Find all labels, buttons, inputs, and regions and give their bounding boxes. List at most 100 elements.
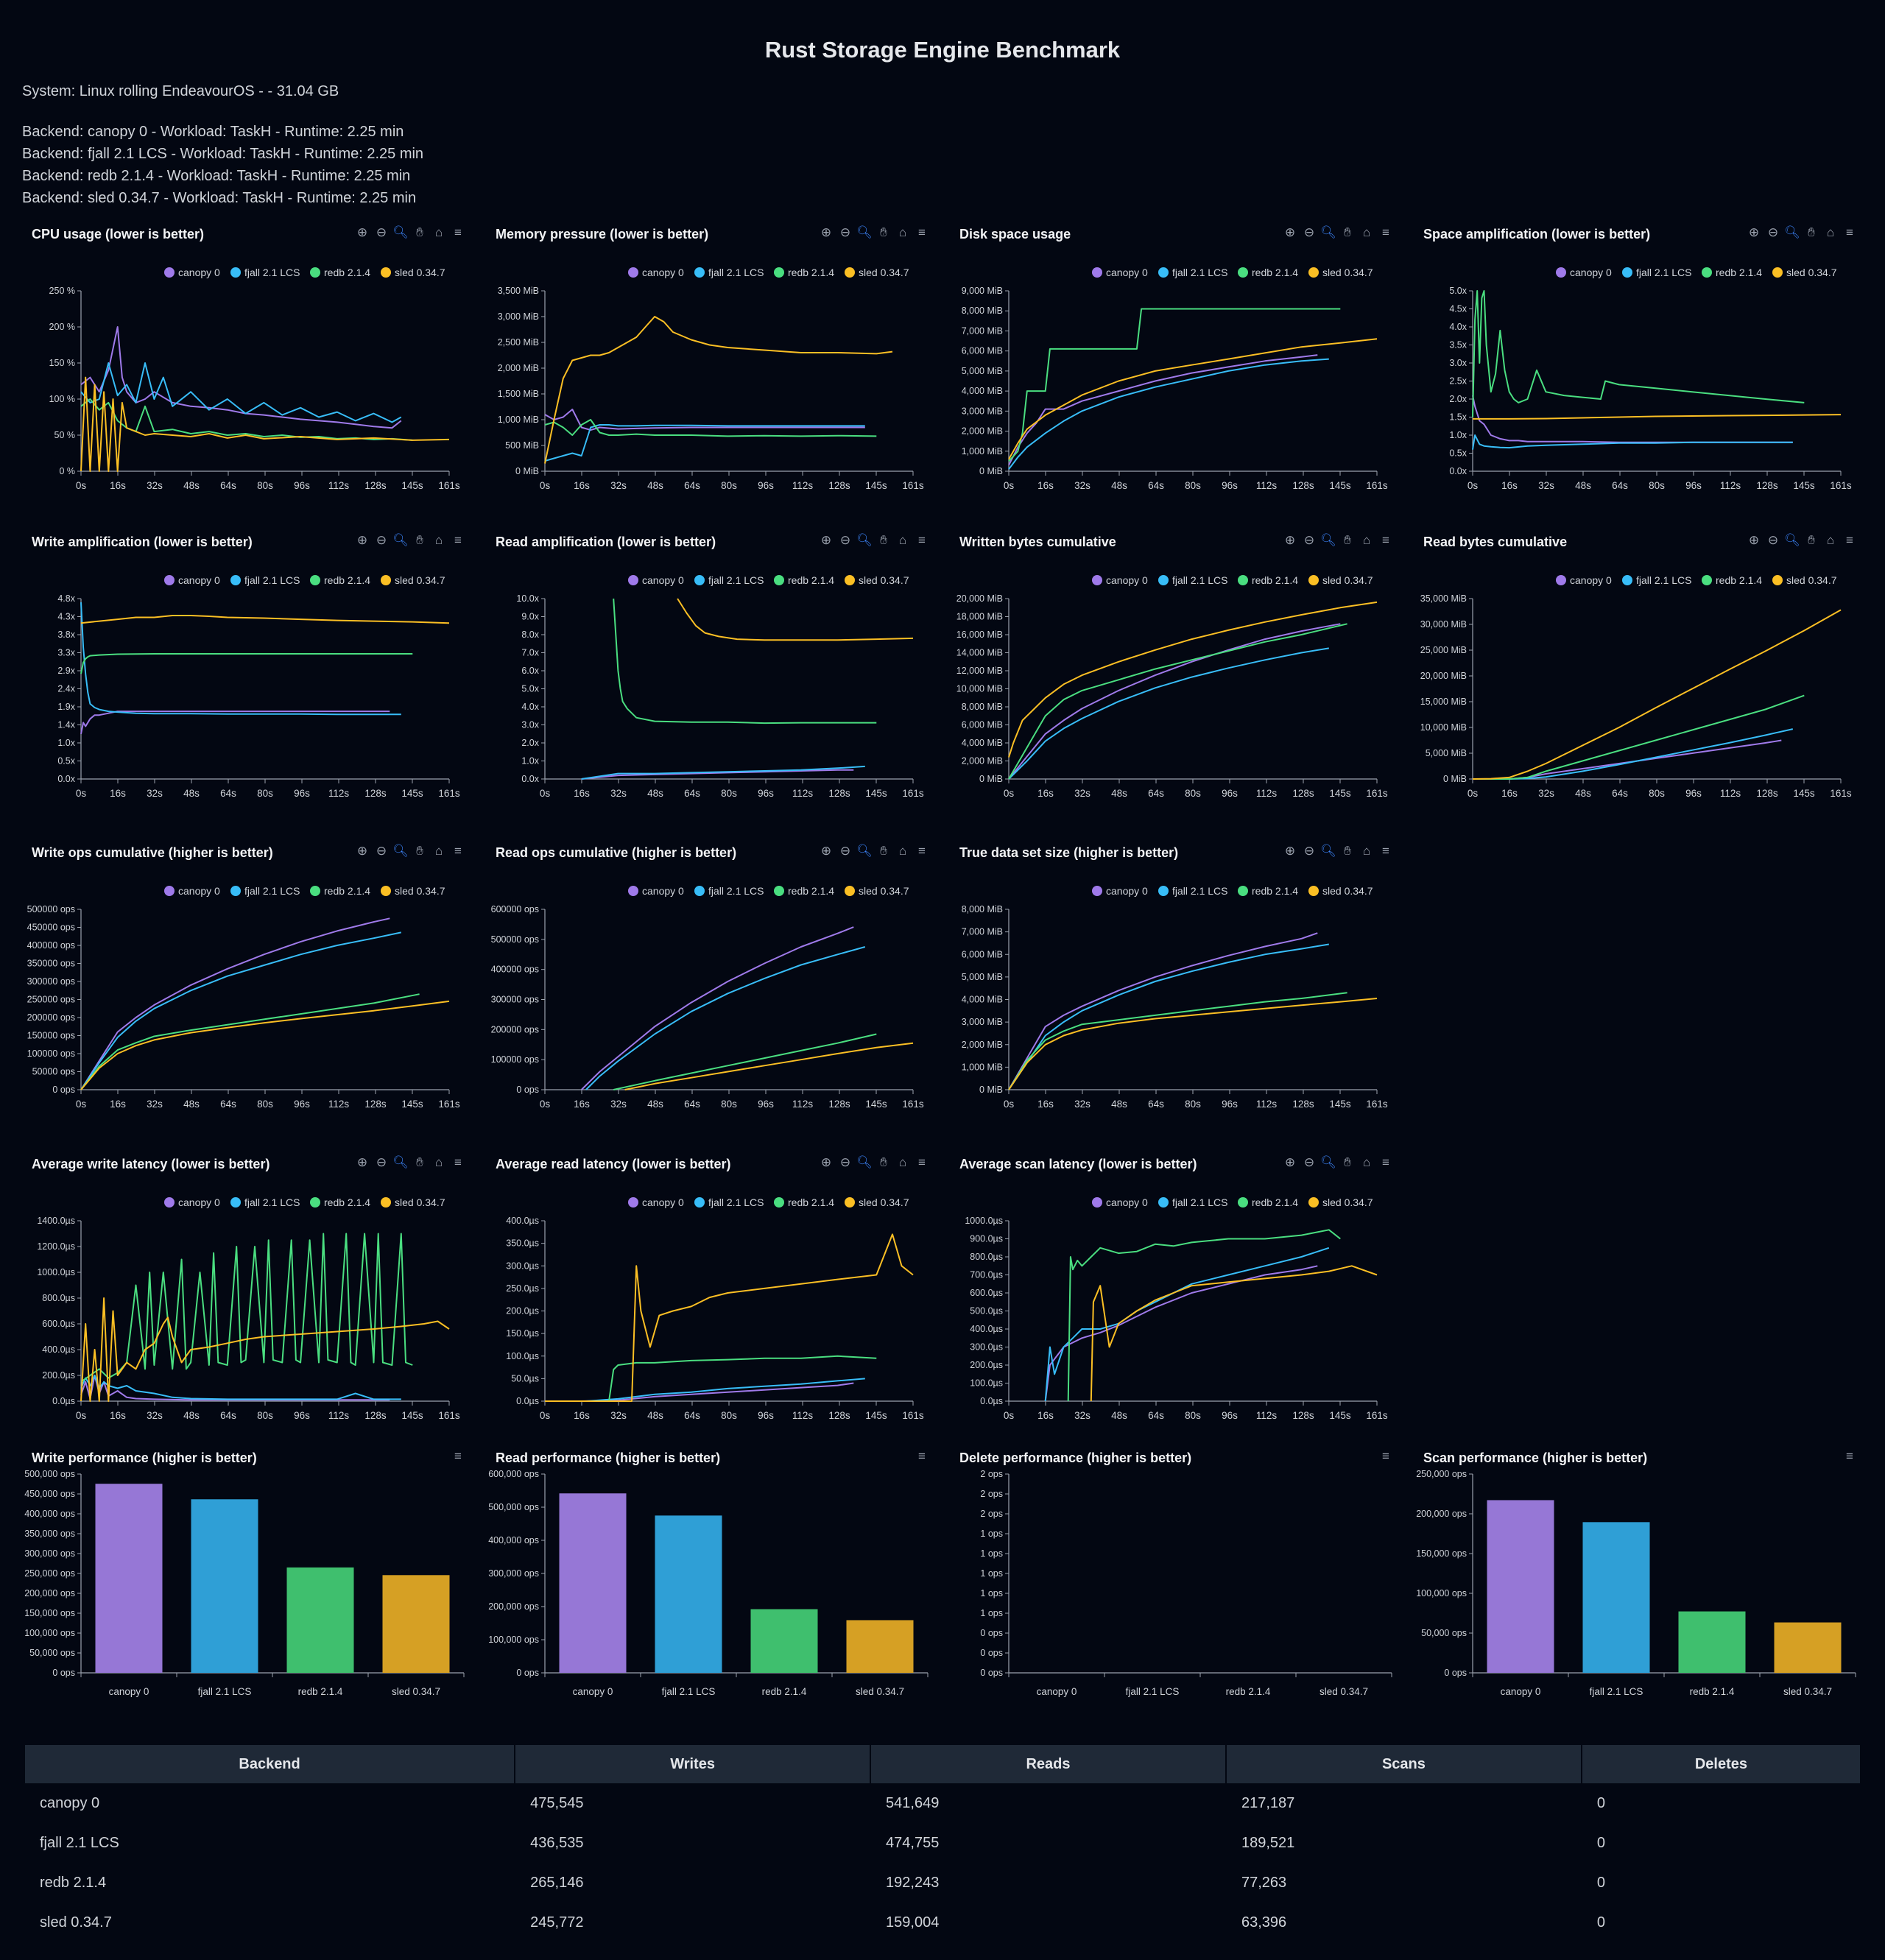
- series-line-sled-0-34-7[interactable]: [1008, 998, 1378, 1090]
- legend-item-fjall-2-1-lcs[interactable]: fjall 2.1 LCS: [1636, 267, 1691, 278]
- zoom-out-icon[interactable]: ⊖: [839, 225, 851, 239]
- zoom-in-icon[interactable]: ⊕: [1284, 225, 1296, 239]
- home-icon[interactable]: ⌂: [434, 533, 443, 547]
- column-header-reads[interactable]: Reads: [871, 1745, 1225, 1783]
- legend-item-sled-0-34-7[interactable]: sled 0.34.7: [1322, 267, 1373, 278]
- home-icon[interactable]: ⌂: [898, 844, 907, 858]
- legend-item-sled-0-34-7[interactable]: sled 0.34.7: [1322, 574, 1373, 586]
- series-line-sled-0-34-7[interactable]: [624, 1042, 914, 1090]
- legend-item-fjall-2-1-lcs[interactable]: fjall 2.1 LCS: [708, 574, 764, 586]
- legend-item-redb-2-1-4[interactable]: redb 2.1.4: [788, 267, 834, 278]
- zoom-in-icon[interactable]: ⊕: [1284, 533, 1296, 547]
- legend-item-fjall-2-1-lcs[interactable]: fjall 2.1 LCS: [244, 885, 300, 897]
- home-icon[interactable]: ⌂: [1362, 225, 1371, 239]
- legend-item-canopy-0[interactable]: canopy 0: [1106, 574, 1148, 586]
- zoom-select-icon[interactable]: 🔍︎: [1320, 1155, 1336, 1169]
- bar-canopy-0[interactable]: [95, 1484, 163, 1673]
- series-line-sled-0-34-7[interactable]: [545, 1233, 914, 1402]
- series-line-fjall-2-1-lcs[interactable]: [545, 1378, 865, 1402]
- menu-icon[interactable]: ≡: [918, 1155, 926, 1169]
- series-line-fjall-2-1-lcs[interactable]: [1008, 358, 1329, 470]
- legend-item-sled-0-34-7[interactable]: sled 0.34.7: [1786, 267, 1837, 278]
- zoom-out-icon[interactable]: ⊖: [1303, 533, 1315, 547]
- legend-item-canopy-0[interactable]: canopy 0: [1106, 267, 1148, 278]
- series-line-sled-0-34-7[interactable]: [80, 1000, 450, 1090]
- home-icon[interactable]: ⌂: [434, 1155, 443, 1169]
- pan-hand-icon[interactable]: ✋︎: [880, 533, 887, 547]
- legend-item-redb-2-1-4[interactable]: redb 2.1.4: [1252, 1196, 1298, 1208]
- series-line-redb-2-1-4[interactable]: [613, 598, 877, 725]
- bar-sled-0-34-7[interactable]: [846, 1620, 914, 1673]
- pan-hand-icon[interactable]: ✋︎: [1808, 225, 1815, 239]
- series-line-fjall-2-1-lcs[interactable]: [1472, 434, 1793, 450]
- home-icon[interactable]: ⌂: [434, 844, 443, 858]
- bar-redb-2-1-4[interactable]: [1678, 1611, 1746, 1673]
- legend-item-sled-0-34-7[interactable]: sled 0.34.7: [1322, 885, 1373, 897]
- legend-item-canopy-0[interactable]: canopy 0: [178, 267, 220, 278]
- series-line-canopy-0[interactable]: [580, 926, 854, 1090]
- legend-item-sled-0-34-7[interactable]: sled 0.34.7: [395, 1196, 445, 1208]
- series-line-sled-0-34-7[interactable]: [80, 615, 450, 624]
- legend-item-redb-2-1-4[interactable]: redb 2.1.4: [788, 574, 834, 586]
- series-line-canopy-0[interactable]: [80, 711, 390, 734]
- zoom-select-icon[interactable]: 🔍︎: [1320, 844, 1336, 858]
- series-line-sled-0-34-7[interactable]: [544, 316, 893, 464]
- series-line-canopy-0[interactable]: [80, 1375, 390, 1401]
- column-header-deletes[interactable]: Deletes: [1582, 1745, 1860, 1783]
- series-line-redb-2-1-4[interactable]: [80, 993, 420, 1090]
- zoom-select-icon[interactable]: 🔍︎: [856, 533, 873, 547]
- pan-hand-icon[interactable]: ✋︎: [416, 533, 423, 547]
- legend-item-redb-2-1-4[interactable]: redb 2.1.4: [324, 885, 370, 897]
- zoom-in-icon[interactable]: ⊕: [356, 533, 368, 547]
- pan-hand-icon[interactable]: ✋︎: [1344, 533, 1351, 547]
- legend-item-sled-0-34-7[interactable]: sled 0.34.7: [1786, 574, 1837, 586]
- series-line-sled-0-34-7[interactable]: [1473, 414, 1842, 420]
- zoom-out-icon[interactable]: ⊖: [839, 844, 851, 858]
- menu-icon[interactable]: ≡: [918, 844, 926, 858]
- legend-item-fjall-2-1-lcs[interactable]: fjall 2.1 LCS: [1172, 1196, 1227, 1208]
- series-line-canopy-0[interactable]: [1008, 932, 1318, 1090]
- legend-item-sled-0-34-7[interactable]: sled 0.34.7: [395, 574, 445, 586]
- legend-item-canopy-0[interactable]: canopy 0: [178, 885, 220, 897]
- series-line-fjall-2-1-lcs[interactable]: [80, 931, 402, 1090]
- home-icon[interactable]: ⌂: [1362, 1155, 1371, 1169]
- series-line-sled-0-34-7[interactable]: [1472, 609, 1842, 780]
- series-line-fjall-2-1-lcs[interactable]: [80, 602, 401, 716]
- series-line-fjall-2-1-lcs[interactable]: [581, 765, 865, 780]
- home-icon[interactable]: ⌂: [1826, 225, 1835, 239]
- series-line-canopy-0[interactable]: [80, 917, 390, 1090]
- legend-item-fjall-2-1-lcs[interactable]: fjall 2.1 LCS: [708, 1196, 764, 1208]
- zoom-out-icon[interactable]: ⊖: [1303, 1155, 1315, 1169]
- series-line-canopy-0[interactable]: [1008, 623, 1341, 780]
- zoom-select-icon[interactable]: 🔍︎: [1784, 533, 1800, 547]
- series-line-redb-2-1-4[interactable]: [613, 1033, 877, 1090]
- legend-item-redb-2-1-4[interactable]: redb 2.1.4: [788, 885, 834, 897]
- series-line-redb-2-1-4[interactable]: [1008, 992, 1347, 1090]
- series-line-redb-2-1-4[interactable]: [80, 653, 413, 674]
- zoom-select-icon[interactable]: 🔍︎: [392, 844, 409, 858]
- legend-item-canopy-0[interactable]: canopy 0: [1106, 885, 1148, 897]
- zoom-out-icon[interactable]: ⊖: [1767, 533, 1779, 547]
- legend-item-redb-2-1-4[interactable]: redb 2.1.4: [1716, 574, 1762, 586]
- series-line-fjall-2-1-lcs[interactable]: [1008, 943, 1329, 1090]
- zoom-out-icon[interactable]: ⊖: [376, 225, 387, 239]
- series-line-sled-0-34-7[interactable]: [80, 1297, 450, 1402]
- series-line-sled-0-34-7[interactable]: [1090, 1265, 1378, 1402]
- legend-item-fjall-2-1-lcs[interactable]: fjall 2.1 LCS: [244, 574, 300, 586]
- legend-item-canopy-0[interactable]: canopy 0: [1570, 574, 1612, 586]
- series-line-fjall-2-1-lcs[interactable]: [1473, 728, 1794, 780]
- column-header-writes[interactable]: Writes: [515, 1745, 870, 1783]
- series-line-canopy-0[interactable]: [1008, 354, 1318, 466]
- zoom-in-icon[interactable]: ⊕: [1748, 533, 1760, 547]
- menu-icon[interactable]: ≡: [918, 225, 926, 239]
- series-line-redb-2-1-4[interactable]: [544, 419, 877, 437]
- series-line-fjall-2-1-lcs[interactable]: [80, 362, 402, 423]
- pan-hand-icon[interactable]: ✋︎: [880, 225, 887, 239]
- legend-item-fjall-2-1-lcs[interactable]: fjall 2.1 LCS: [708, 885, 764, 897]
- legend-item-sled-0-34-7[interactable]: sled 0.34.7: [859, 574, 909, 586]
- menu-icon[interactable]: ≡: [1846, 1449, 1853, 1463]
- series-line-fjall-2-1-lcs[interactable]: [585, 946, 866, 1090]
- series-line-canopy-0[interactable]: [581, 769, 854, 780]
- zoom-in-icon[interactable]: ⊕: [820, 225, 832, 239]
- zoom-in-icon[interactable]: ⊕: [356, 225, 368, 239]
